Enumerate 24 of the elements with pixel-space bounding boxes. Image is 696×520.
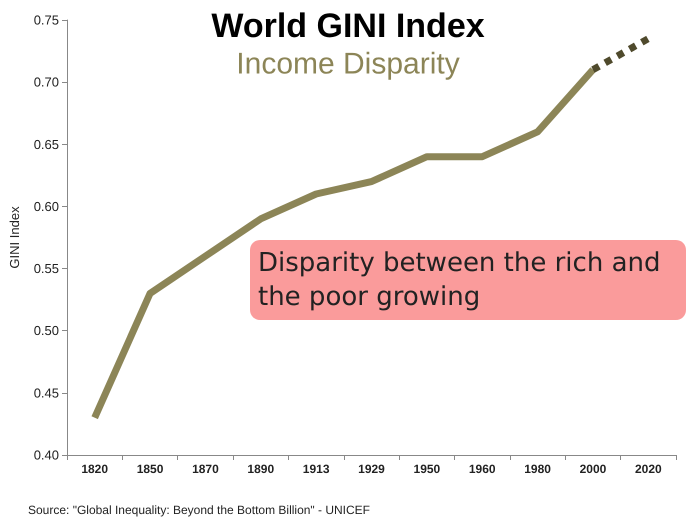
y-tick-label: 0.55 (34, 261, 59, 276)
chart-title: World GINI Index (211, 7, 485, 45)
source-note: Source: "Global Inequality: Beyond the Bottom Billion" - UNICEF (28, 503, 370, 517)
x-tick-label: 1890 (247, 462, 274, 476)
x-tick-label: 2020 (634, 462, 662, 476)
text: Income Disparity (236, 48, 460, 80)
x-tick-label: 1929 (358, 462, 386, 476)
y-tick-label: 0.40 (34, 448, 59, 462)
y-tick-label: 0.50 (34, 323, 59, 338)
y-tick-label: 0.75 (34, 12, 59, 28)
x-tick-label: 1870 (192, 462, 220, 476)
y-tick-label: 0.45 (34, 385, 59, 400)
x-tick-label: 1913 (302, 462, 330, 476)
y-tick-label: 0.60 (34, 198, 59, 214)
annotation: Disparity between the rich and the poor growing (258, 248, 669, 312)
y-axis-title: GINI Index (7, 206, 22, 269)
x-tick-label: 1960 (468, 462, 496, 476)
x-tick-label: 1980 (524, 462, 552, 476)
y-tick-label: 0.65 (34, 136, 59, 152)
x-tick-label: 1950 (414, 462, 441, 476)
x-tick-label: 1850 (136, 462, 164, 476)
x-tick-label: 2000 (580, 462, 607, 476)
y-tick-label: 0.70 (34, 74, 59, 90)
x-tick-label: 1820 (81, 462, 108, 476)
